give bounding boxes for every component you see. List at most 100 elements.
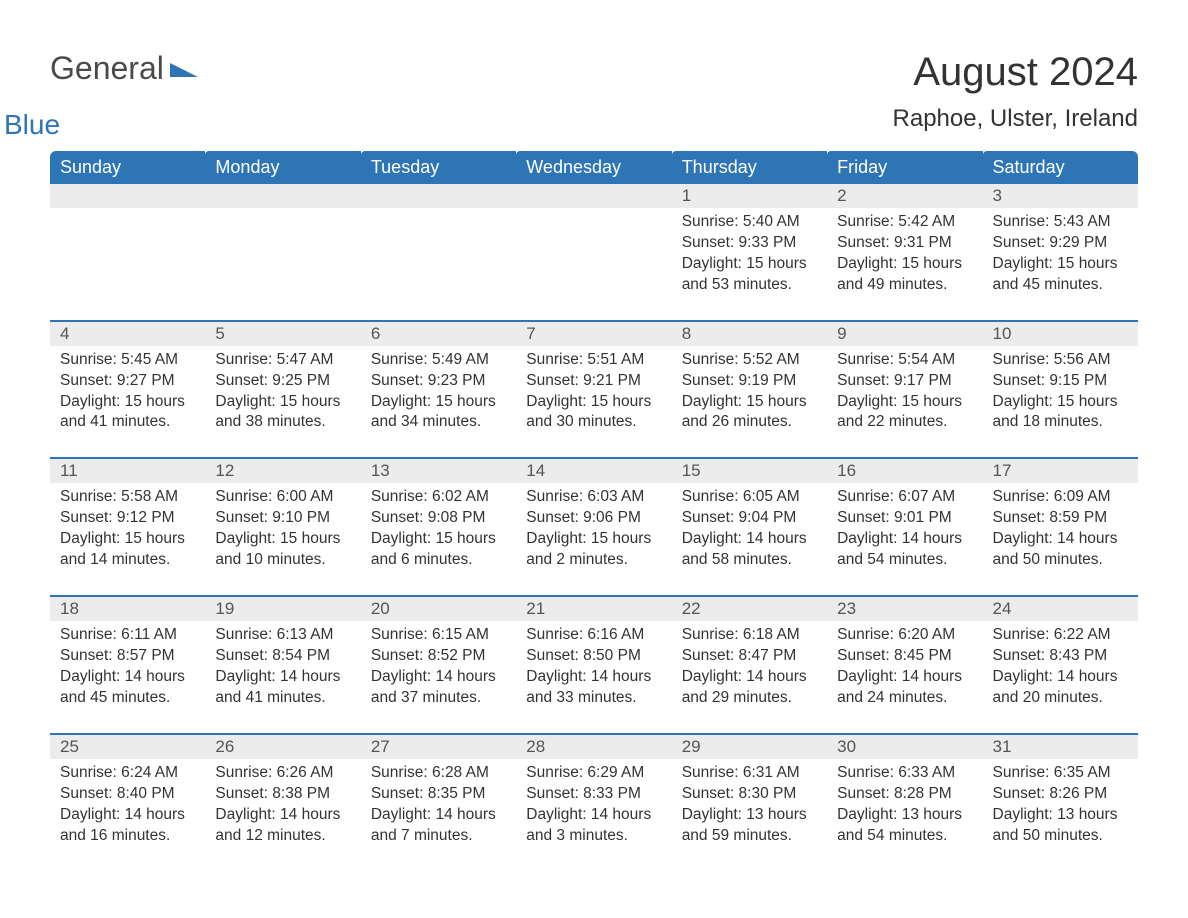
day-content-cell: Sunrise: 6:28 AMSunset: 8:35 PMDaylight:… — [361, 759, 516, 871]
day-content-cell: Sunrise: 6:31 AMSunset: 8:30 PMDaylight:… — [672, 759, 827, 871]
daylight-line1: Daylight: 14 hours — [526, 805, 661, 826]
day-number-cell: 17 — [983, 458, 1138, 483]
day-number-cell: 24 — [983, 596, 1138, 621]
daylight-line1: Daylight: 14 hours — [682, 667, 817, 688]
sunset-line: Sunset: 8:28 PM — [837, 784, 972, 805]
sunrise-line: Sunrise: 6:24 AM — [60, 763, 195, 784]
daylight-line2: and 26 minutes. — [682, 412, 817, 433]
daylight-line2: and 54 minutes. — [837, 826, 972, 847]
day-number-cell: 15 — [672, 458, 827, 483]
sunrise-line: Sunrise: 6:03 AM — [526, 487, 661, 508]
daylight-line1: Daylight: 14 hours — [993, 667, 1128, 688]
sunset-line: Sunset: 8:38 PM — [215, 784, 350, 805]
day-content-cell: Sunrise: 6:09 AMSunset: 8:59 PMDaylight:… — [983, 483, 1138, 596]
daylight-line2: and 3 minutes. — [526, 826, 661, 847]
daylight-line2: and 18 minutes. — [993, 412, 1128, 433]
daylight-line2: and 58 minutes. — [682, 550, 817, 571]
sunset-line: Sunset: 9:15 PM — [993, 371, 1128, 392]
daylight-line1: Daylight: 15 hours — [60, 392, 195, 413]
sunrise-line: Sunrise: 5:58 AM — [60, 487, 195, 508]
daylight-line1: Daylight: 15 hours — [526, 529, 661, 550]
sunset-line: Sunset: 9:10 PM — [215, 508, 350, 529]
sunrise-line: Sunrise: 6:13 AM — [215, 625, 350, 646]
day-content-cell: Sunrise: 6:05 AMSunset: 9:04 PMDaylight:… — [672, 483, 827, 596]
daylight-line1: Daylight: 15 hours — [993, 392, 1128, 413]
daylight-line1: Daylight: 14 hours — [837, 529, 972, 550]
sunset-line: Sunset: 8:50 PM — [526, 646, 661, 667]
daylight-line1: Daylight: 15 hours — [993, 254, 1128, 275]
day-number-cell: 31 — [983, 734, 1138, 759]
day-number-cell: 2 — [827, 184, 982, 208]
daylight-line1: Daylight: 14 hours — [371, 667, 506, 688]
logo-text-blue: Blue — [4, 109, 60, 140]
sunrise-line: Sunrise: 6:05 AM — [682, 487, 817, 508]
weekday-header: Wednesday — [516, 151, 671, 184]
day-content-cell: Sunrise: 6:18 AMSunset: 8:47 PMDaylight:… — [672, 621, 827, 734]
day-number-cell: 20 — [361, 596, 516, 621]
daylight-line1: Daylight: 13 hours — [682, 805, 817, 826]
day-content-cell: Sunrise: 6:35 AMSunset: 8:26 PMDaylight:… — [983, 759, 1138, 871]
daylight-line2: and 50 minutes. — [993, 550, 1128, 571]
daylight-line2: and 30 minutes. — [526, 412, 661, 433]
day-number-cell: 28 — [516, 734, 671, 759]
daylight-line2: and 14 minutes. — [60, 550, 195, 571]
sunset-line: Sunset: 8:59 PM — [993, 508, 1128, 529]
daylight-line1: Daylight: 15 hours — [837, 254, 972, 275]
day-content-cell: Sunrise: 6:03 AMSunset: 9:06 PMDaylight:… — [516, 483, 671, 596]
day-content-cell: Sunrise: 6:13 AMSunset: 8:54 PMDaylight:… — [205, 621, 360, 734]
day-content-cell — [50, 208, 205, 321]
day-number-cell: 23 — [827, 596, 982, 621]
sunset-line: Sunset: 8:35 PM — [371, 784, 506, 805]
day-number-cell — [50, 184, 205, 208]
day-content-cell — [516, 208, 671, 321]
day-content-cell: Sunrise: 5:49 AMSunset: 9:23 PMDaylight:… — [361, 346, 516, 459]
sunset-line: Sunset: 9:08 PM — [371, 508, 506, 529]
sunrise-line: Sunrise: 5:51 AM — [526, 350, 661, 371]
day-content-cell: Sunrise: 6:07 AMSunset: 9:01 PMDaylight:… — [827, 483, 982, 596]
sunset-line: Sunset: 8:40 PM — [60, 784, 195, 805]
day-content-cell: Sunrise: 5:42 AMSunset: 9:31 PMDaylight:… — [827, 208, 982, 321]
day-number-cell: 13 — [361, 458, 516, 483]
sunrise-line: Sunrise: 6:26 AM — [215, 763, 350, 784]
day-content-cell: Sunrise: 5:47 AMSunset: 9:25 PMDaylight:… — [205, 346, 360, 459]
day-number-cell: 11 — [50, 458, 205, 483]
day-number-cell: 10 — [983, 321, 1138, 346]
sunset-line: Sunset: 9:31 PM — [837, 233, 972, 254]
daylight-line1: Daylight: 14 hours — [215, 667, 350, 688]
day-number-row: 11121314151617 — [50, 458, 1138, 483]
day-content-cell: Sunrise: 5:43 AMSunset: 9:29 PMDaylight:… — [983, 208, 1138, 321]
sunrise-line: Sunrise: 5:45 AM — [60, 350, 195, 371]
day-content-cell: Sunrise: 6:15 AMSunset: 8:52 PMDaylight:… — [361, 621, 516, 734]
sunset-line: Sunset: 9:29 PM — [993, 233, 1128, 254]
sunrise-line: Sunrise: 6:35 AM — [993, 763, 1128, 784]
daylight-line1: Daylight: 15 hours — [682, 392, 817, 413]
daylight-line2: and 2 minutes. — [526, 550, 661, 571]
sunrise-line: Sunrise: 6:16 AM — [526, 625, 661, 646]
day-content-cell: Sunrise: 6:26 AMSunset: 8:38 PMDaylight:… — [205, 759, 360, 871]
sunset-line: Sunset: 9:17 PM — [837, 371, 972, 392]
day-number-cell: 9 — [827, 321, 982, 346]
day-number-cell: 12 — [205, 458, 360, 483]
sunrise-line: Sunrise: 5:42 AM — [837, 212, 972, 233]
day-number-cell: 22 — [672, 596, 827, 621]
day-number-cell: 5 — [205, 321, 360, 346]
sunrise-line: Sunrise: 6:09 AM — [993, 487, 1128, 508]
day-content-cell: Sunrise: 5:52 AMSunset: 9:19 PMDaylight:… — [672, 346, 827, 459]
day-number-cell: 19 — [205, 596, 360, 621]
day-content-cell: Sunrise: 6:20 AMSunset: 8:45 PMDaylight:… — [827, 621, 982, 734]
day-number-cell: 6 — [361, 321, 516, 346]
daylight-line1: Daylight: 15 hours — [526, 392, 661, 413]
day-content-cell: Sunrise: 5:51 AMSunset: 9:21 PMDaylight:… — [516, 346, 671, 459]
sunset-line: Sunset: 8:47 PM — [682, 646, 817, 667]
daylight-line2: and 45 minutes. — [993, 275, 1128, 296]
sunrise-line: Sunrise: 6:28 AM — [371, 763, 506, 784]
day-content-cell: Sunrise: 6:22 AMSunset: 8:43 PMDaylight:… — [983, 621, 1138, 734]
daylight-line2: and 38 minutes. — [215, 412, 350, 433]
daylight-line2: and 59 minutes. — [682, 826, 817, 847]
daylight-line1: Daylight: 14 hours — [526, 667, 661, 688]
day-number-cell — [516, 184, 671, 208]
daylight-line1: Daylight: 14 hours — [371, 805, 506, 826]
weekday-header-row: Sunday Monday Tuesday Wednesday Thursday… — [50, 151, 1138, 184]
sunset-line: Sunset: 9:01 PM — [837, 508, 972, 529]
sunrise-line: Sunrise: 6:18 AM — [682, 625, 817, 646]
